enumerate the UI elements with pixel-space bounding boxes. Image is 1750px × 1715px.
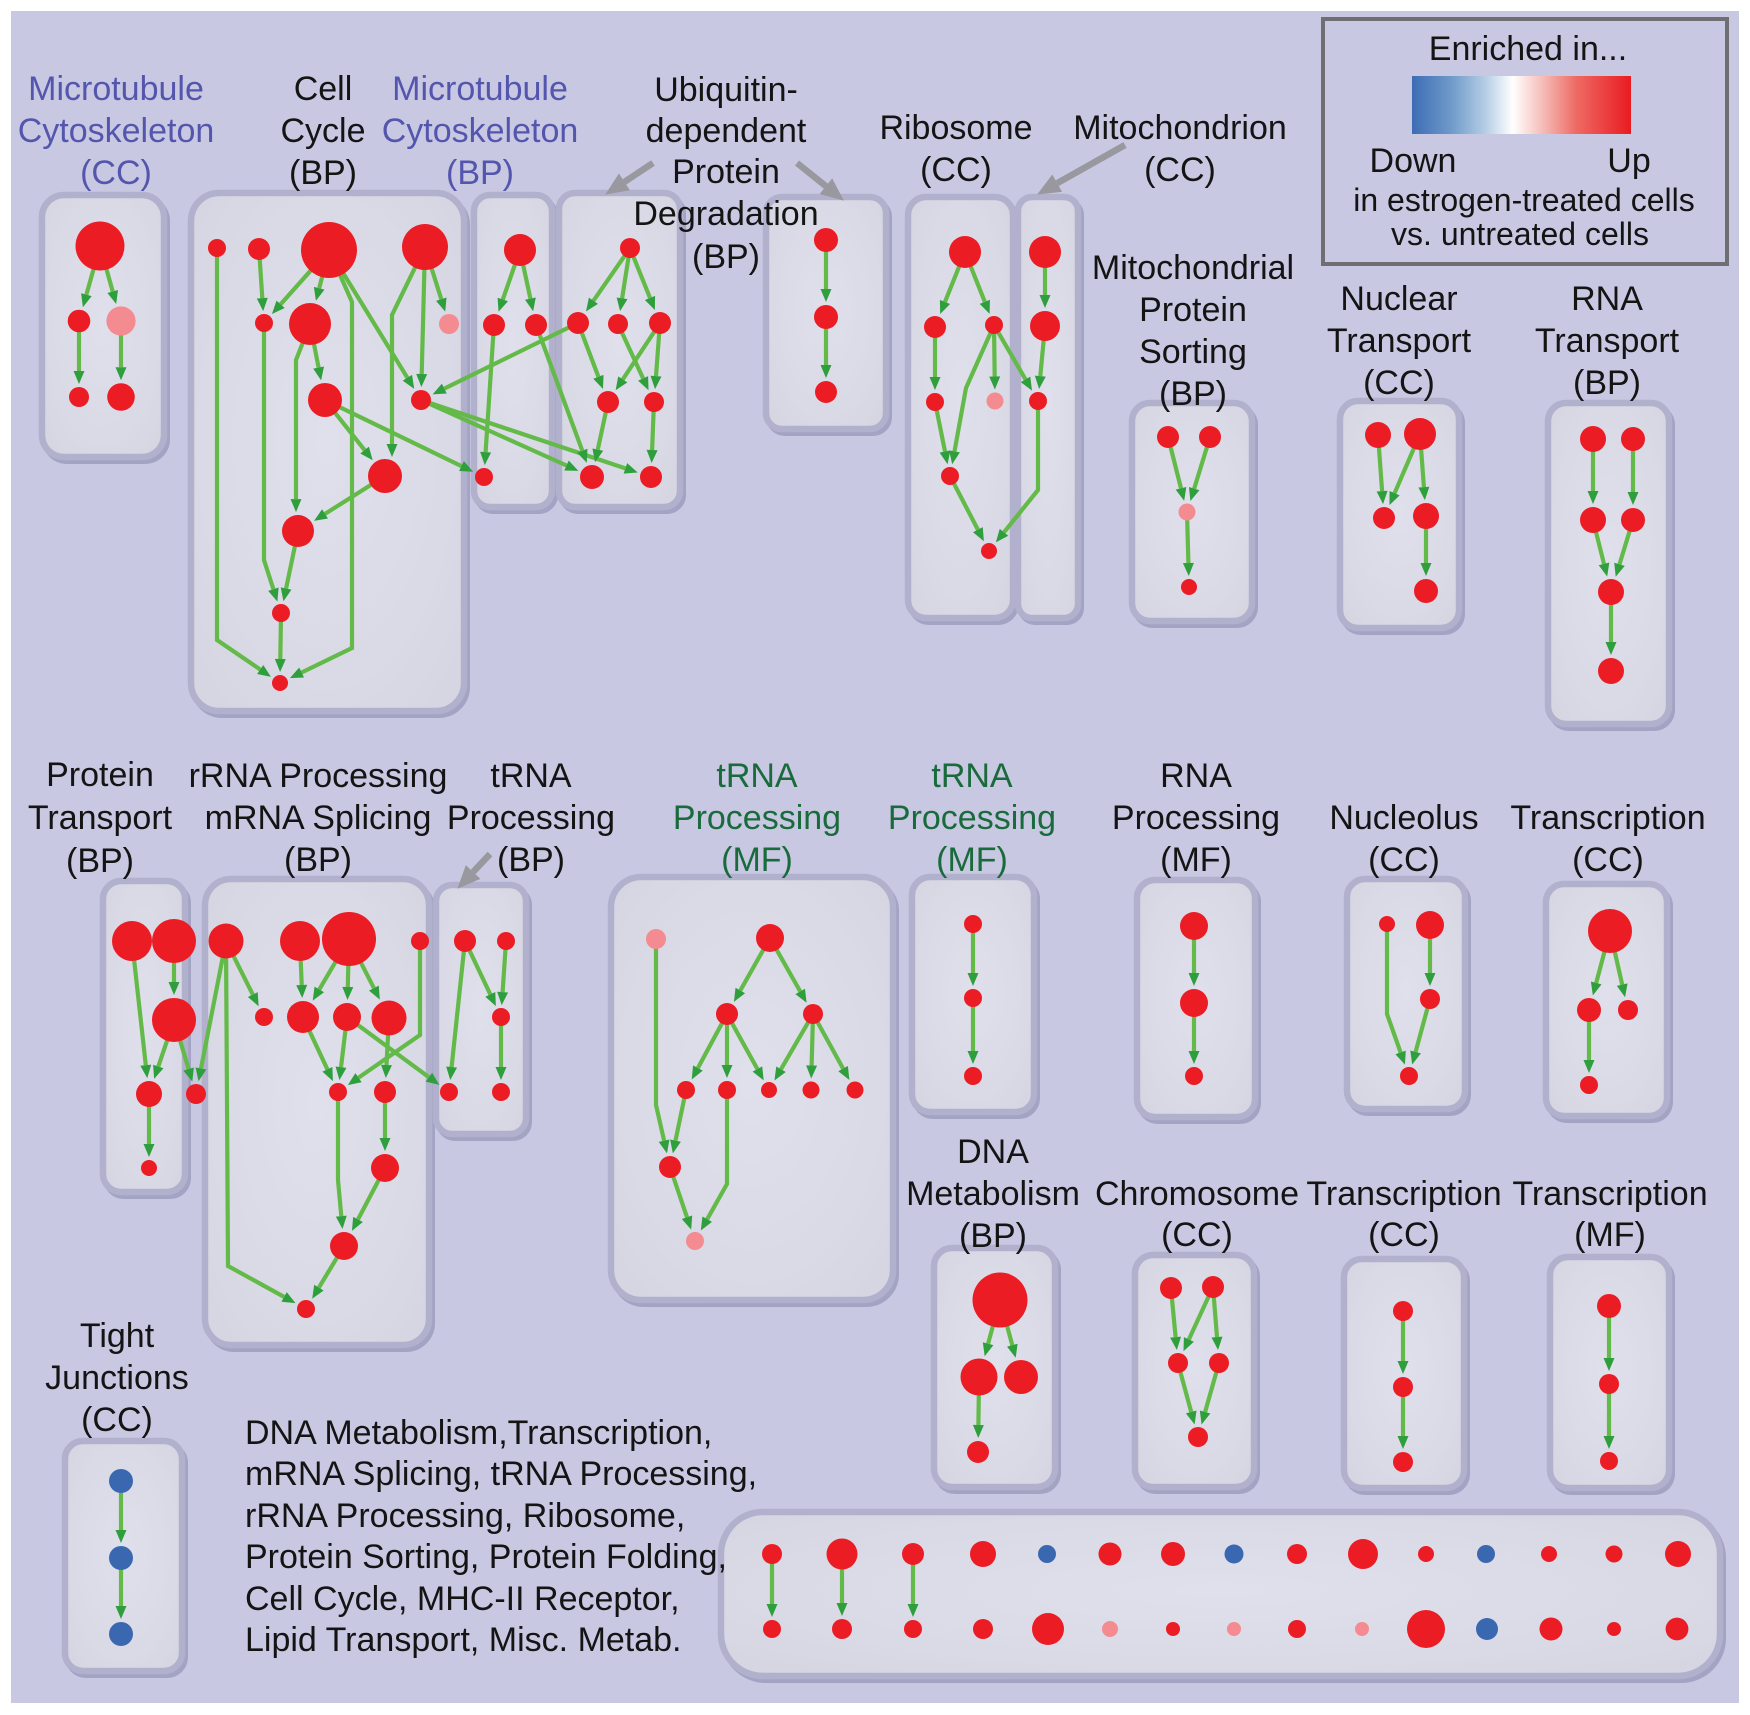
svg-text:Down: Down: [1370, 142, 1457, 180]
svg-text:(CC): (CC): [81, 1401, 153, 1439]
svg-text:Up: Up: [1607, 142, 1650, 180]
svg-text:DNA Metabolism,Transcription,: DNA Metabolism,Transcription,: [245, 1414, 712, 1452]
svg-text:Mitochondrial: Mitochondrial: [1092, 249, 1294, 287]
svg-text:Degradation: Degradation: [633, 195, 818, 233]
svg-text:Processing: Processing: [447, 799, 615, 837]
svg-text:(BP): (BP): [1159, 375, 1227, 413]
svg-text:(MF): (MF): [936, 841, 1008, 879]
svg-text:Metabolism: Metabolism: [906, 1175, 1080, 1213]
svg-text:(BP): (BP): [497, 841, 565, 879]
svg-text:(CC): (CC): [1363, 364, 1435, 402]
svg-text:(CC): (CC): [1368, 1216, 1440, 1254]
svg-text:mRNA Splicing, tRNA Processing: mRNA Splicing, tRNA Processing,: [245, 1455, 757, 1493]
svg-text:tRNA: tRNA: [716, 757, 798, 795]
svg-text:rRNA Processing: rRNA Processing: [189, 757, 448, 795]
svg-text:Processing: Processing: [888, 799, 1056, 837]
svg-text:Transcription: Transcription: [1512, 1175, 1707, 1213]
svg-text:Junctions: Junctions: [45, 1359, 189, 1397]
svg-text:tRNA: tRNA: [490, 757, 572, 795]
svg-text:(BP): (BP): [289, 154, 357, 192]
svg-text:Cycle: Cycle: [280, 112, 365, 150]
svg-text:Cell: Cell: [294, 70, 353, 108]
svg-text:(CC): (CC): [1572, 841, 1644, 879]
svg-text:Microtubule: Microtubule: [28, 70, 204, 108]
svg-text:(MF): (MF): [1574, 1216, 1646, 1254]
svg-text:dependent: dependent: [646, 112, 807, 150]
svg-text:mRNA Splicing: mRNA Splicing: [205, 799, 432, 837]
svg-text:(CC): (CC): [1368, 841, 1440, 879]
svg-text:rRNA Processing, Ribosome,: rRNA Processing, Ribosome,: [245, 1497, 685, 1535]
svg-text:RNA: RNA: [1571, 280, 1643, 318]
svg-text:Protein: Protein: [672, 153, 780, 191]
svg-text:(BP): (BP): [446, 154, 514, 192]
svg-text:(BP): (BP): [692, 238, 760, 276]
svg-text:Protein: Protein: [1139, 291, 1247, 329]
svg-text:vs. untreated cells: vs. untreated cells: [1391, 216, 1649, 252]
svg-text:Transport: Transport: [1327, 322, 1472, 360]
svg-text:Transport: Transport: [1535, 322, 1680, 360]
svg-text:Transport: Transport: [28, 799, 173, 837]
svg-text:Enriched in...: Enriched in...: [1429, 30, 1627, 68]
svg-text:(BP): (BP): [284, 841, 352, 879]
svg-text:Cytoskeleton: Cytoskeleton: [382, 112, 579, 150]
svg-text:Sorting: Sorting: [1139, 333, 1247, 371]
svg-text:Nuclear: Nuclear: [1340, 280, 1457, 318]
svg-text:Processing: Processing: [1112, 799, 1280, 837]
svg-text:Cytoskeleton: Cytoskeleton: [18, 112, 215, 150]
svg-text:(CC): (CC): [1161, 1216, 1233, 1254]
svg-text:Chromosome: Chromosome: [1095, 1175, 1299, 1213]
svg-text:tRNA: tRNA: [931, 757, 1013, 795]
svg-text:Mitochondrion: Mitochondrion: [1073, 109, 1287, 147]
svg-text:(MF): (MF): [1160, 841, 1232, 879]
svg-text:Ubiquitin-: Ubiquitin-: [654, 71, 798, 109]
svg-text:Processing: Processing: [673, 799, 841, 837]
svg-text:Transcription: Transcription: [1306, 1175, 1501, 1213]
svg-text:in estrogen-treated cells: in estrogen-treated cells: [1353, 182, 1695, 218]
svg-text:(CC): (CC): [1144, 151, 1216, 189]
svg-text:(BP): (BP): [959, 1217, 1027, 1255]
svg-text:Tight: Tight: [80, 1317, 155, 1355]
svg-text:(MF): (MF): [721, 841, 793, 879]
svg-text:Lipid Transport, Misc. Metab.: Lipid Transport, Misc. Metab.: [245, 1621, 682, 1659]
svg-text:Protein: Protein: [46, 756, 154, 794]
svg-text:(CC): (CC): [80, 154, 152, 192]
svg-text:Nucleolus: Nucleolus: [1329, 799, 1478, 837]
svg-text:(BP): (BP): [1573, 364, 1641, 402]
svg-text:Protein Sorting, Protein Foldi: Protein Sorting, Protein Folding,: [245, 1538, 727, 1576]
svg-text:DNA: DNA: [957, 1133, 1029, 1171]
svg-text:Microtubule: Microtubule: [392, 70, 568, 108]
svg-text:Transcription: Transcription: [1510, 799, 1705, 837]
svg-text:RNA: RNA: [1160, 757, 1232, 795]
svg-text:(CC): (CC): [920, 151, 992, 189]
svg-text:Ribosome: Ribosome: [879, 109, 1032, 147]
svg-text:(BP): (BP): [66, 842, 134, 880]
svg-text:Cell Cycle, MHC-II Receptor,: Cell Cycle, MHC-II Receptor,: [245, 1580, 680, 1618]
